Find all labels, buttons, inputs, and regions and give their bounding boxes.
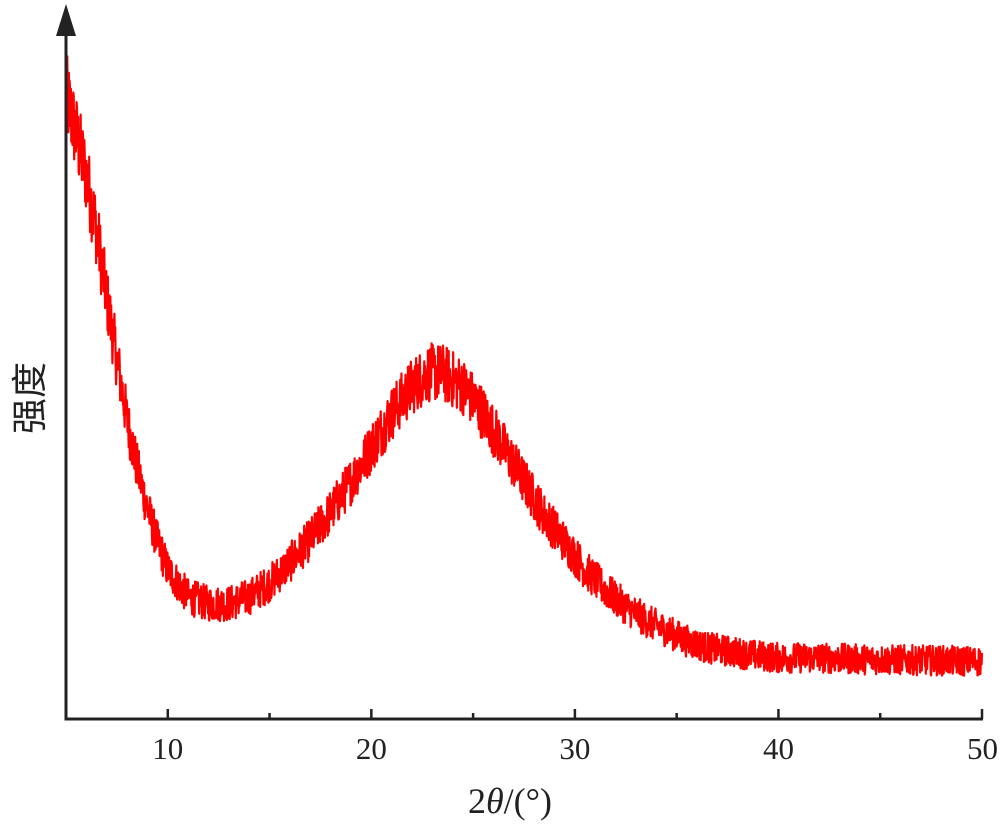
x-axis-title-prefix: 2	[468, 781, 486, 821]
series-line	[64, 55, 984, 677]
y-axis-title: 强度	[10, 362, 50, 434]
x-tick-label: 10	[152, 731, 183, 766]
x-axis-title: 2θ/(°)	[468, 781, 552, 821]
x-tick-label: 30	[559, 731, 590, 766]
x-tick-label: 20	[356, 731, 387, 766]
x-axis-title-suffix: /(°)	[504, 781, 552, 821]
y-axis-arrow	[56, 4, 76, 36]
x-axis-title-theta: θ	[486, 781, 504, 821]
x-tick-label: 40	[763, 731, 794, 766]
x-ticks: 10 20 30 40 50	[64, 709, 998, 766]
x-tick-label: 50	[967, 731, 998, 766]
